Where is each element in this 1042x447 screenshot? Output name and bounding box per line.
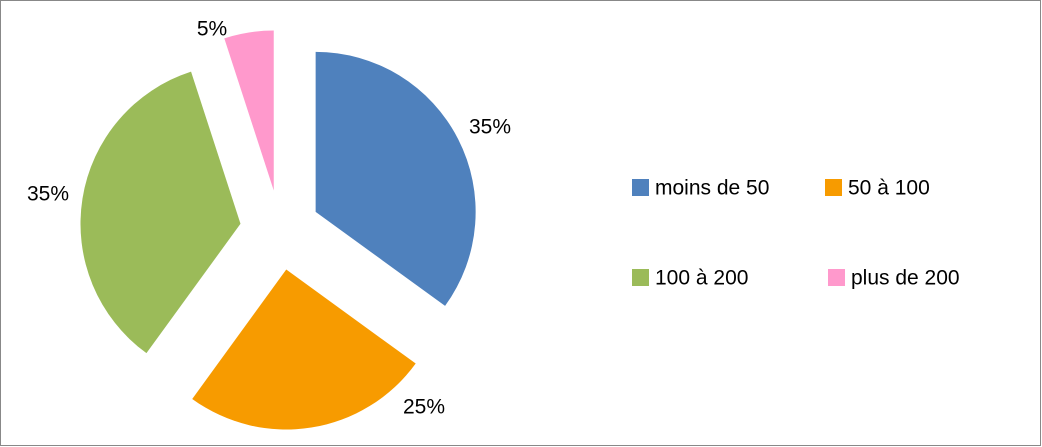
legend-swatch [825, 179, 842, 196]
pie-slice [315, 51, 476, 306]
legend-label: moins de 50 [655, 177, 769, 200]
legend-label: 100 à 200 [655, 267, 748, 290]
legend-label: 50 à 100 [848, 177, 930, 200]
pie-slice [224, 30, 274, 191]
legend-label: plus de 200 [851, 267, 960, 290]
pie-slice [80, 71, 241, 354]
data-label: 35% [469, 116, 511, 139]
legend-swatch [828, 269, 845, 286]
legend-swatch [632, 269, 649, 286]
pie-slice [192, 269, 416, 430]
data-label: 5% [197, 18, 227, 41]
data-label: 25% [403, 396, 445, 419]
data-label: 35% [27, 183, 69, 206]
legend-swatch [632, 179, 649, 196]
